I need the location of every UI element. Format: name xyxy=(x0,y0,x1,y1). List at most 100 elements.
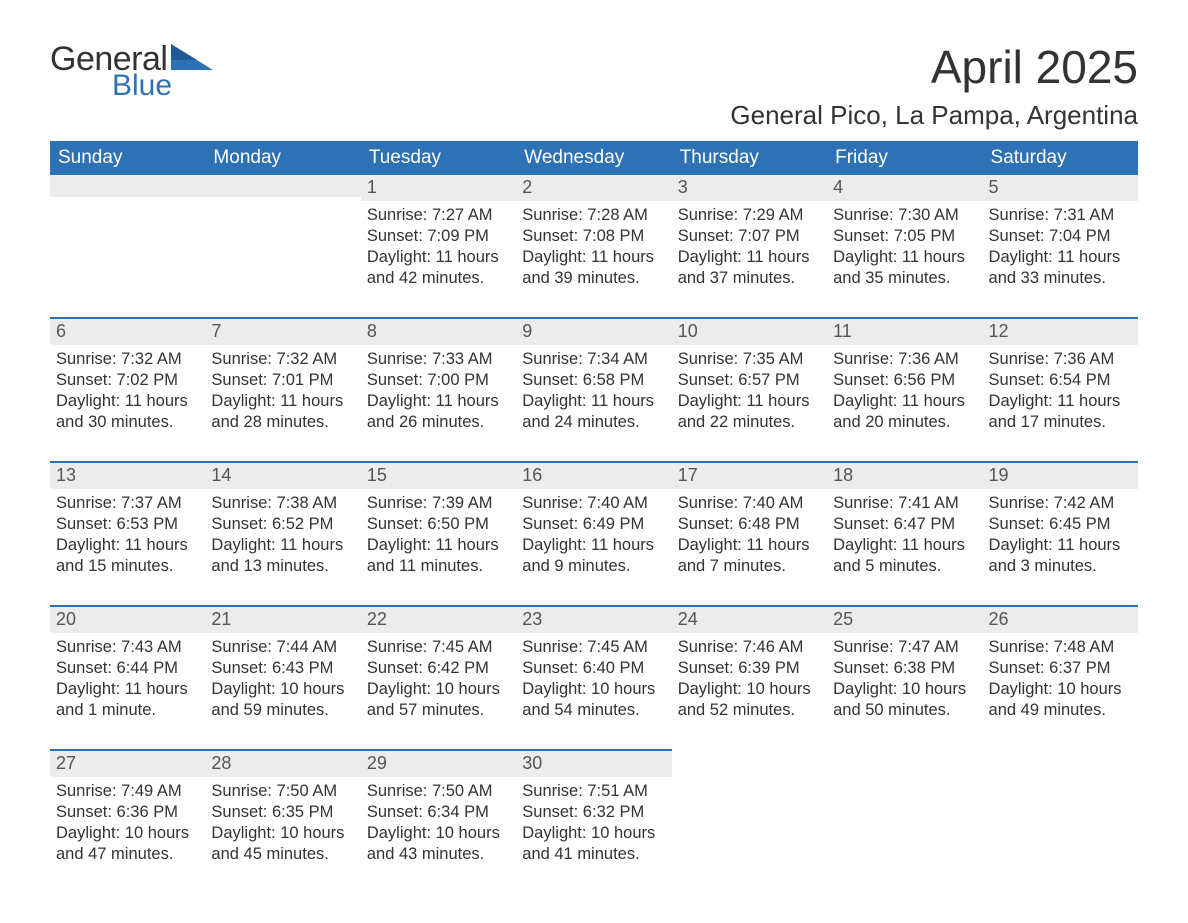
day-details: Sunrise: 7:28 AMSunset: 7:08 PMDaylight:… xyxy=(516,201,671,317)
day-number: 6 xyxy=(50,319,205,345)
calendar-day-cell: 8 Sunrise: 7:33 AMSunset: 7:00 PMDaylight… xyxy=(361,318,516,462)
day-sunset-text: Sunset: 7:01 PM xyxy=(211,370,354,391)
day-daylight1-text: Daylight: 11 hours xyxy=(522,535,665,556)
day-daylight1-text: Daylight: 11 hours xyxy=(989,391,1132,412)
calendar-day-cell: 9Sunrise: 7:34 AMSunset: 6:58 PMDaylight… xyxy=(516,318,671,462)
day-sunset-text: Sunset: 6:45 PM xyxy=(989,514,1132,535)
calendar-day-cell: 25Sunrise: 7:47 AMSunset: 6:38 PMDayligh… xyxy=(827,606,982,750)
calendar-day-cell: 29Sunrise: 7:50 AMSunset: 6:34 PMDayligh… xyxy=(361,750,516,893)
calendar-day-cell: 16Sunrise: 7:40 AMSunset: 6:49 PMDayligh… xyxy=(516,462,671,606)
day-number: 11 xyxy=(827,319,982,345)
day-number: 5 xyxy=(983,175,1138,201)
day-sunset-text: Sunset: 6:40 PM xyxy=(522,658,665,679)
day-daylight1-text: Daylight: 10 hours xyxy=(678,679,821,700)
day-sunset-text: Sunset: 6:47 PM xyxy=(833,514,976,535)
day-details xyxy=(827,772,982,872)
day-number: 19 xyxy=(983,463,1138,489)
day-sunrise-text: Sunrise: 7:48 AM xyxy=(989,637,1132,658)
day-daylight2-text: and 20 minutes. xyxy=(833,412,976,433)
day-sunrise-text: Sunrise: 7:46 AM xyxy=(678,637,821,658)
logo-word-blue: Blue xyxy=(112,69,213,103)
day-sunset-text: Sunset: 7:00 PM xyxy=(367,370,510,391)
calendar-table: Sunday Monday Tuesday Wednesday Thursday… xyxy=(50,141,1138,893)
day-sunrise-text: Sunrise: 7:30 AM xyxy=(833,205,976,226)
calendar-page: General Blue April 2025 General Pico, La… xyxy=(0,0,1188,923)
calendar-day-cell: 23Sunrise: 7:45 AMSunset: 6:40 PMDayligh… xyxy=(516,606,671,750)
day-details: Sunrise: 7:48 AMSunset: 6:37 PMDaylight:… xyxy=(983,633,1138,749)
day-sunrise-text: Sunrise: 7:40 AM xyxy=(678,493,821,514)
day-daylight1-text: Daylight: 11 hours xyxy=(367,391,510,412)
day-daylight1-text: Daylight: 10 hours xyxy=(367,679,510,700)
day-details: Sunrise: 7:47 AMSunset: 6:38 PMDaylight:… xyxy=(827,633,982,749)
day-daylight1-text: Daylight: 11 hours xyxy=(833,247,976,268)
day-number xyxy=(827,750,982,772)
calendar-day-cell: 2Sunrise: 7:28 AMSunset: 7:08 PMDaylight… xyxy=(516,175,671,318)
day-sunrise-text: Sunrise: 7:45 AM xyxy=(522,637,665,658)
day-number: 20 xyxy=(50,607,205,633)
day-sunrise-text: Sunrise: 7:36 AM xyxy=(989,349,1132,370)
calendar-day-cell: 11Sunrise: 7:36 AMSunset: 6:56 PMDayligh… xyxy=(827,318,982,462)
day-daylight1-text: Daylight: 11 hours xyxy=(522,247,665,268)
day-sunset-text: Sunset: 6:49 PM xyxy=(522,514,665,535)
day-number: 9 xyxy=(516,319,671,345)
day-daylight1-text: Daylight: 11 hours xyxy=(833,391,976,412)
day-number: 8 xyxy=(361,319,516,345)
day-details: Sunrise: 7:51 AMSunset: 6:32 PMDaylight:… xyxy=(516,777,671,893)
day-sunset-text: Sunset: 6:32 PM xyxy=(522,802,665,823)
calendar-day-cell: 18Sunrise: 7:41 AMSunset: 6:47 PMDayligh… xyxy=(827,462,982,606)
day-sunrise-text: Sunrise: 7:42 AM xyxy=(989,493,1132,514)
day-sunrise-text: Sunrise: 7:34 AM xyxy=(522,349,665,370)
day-number: 10 xyxy=(672,319,827,345)
day-details: Sunrise: 7:40 AMSunset: 6:49 PMDaylight:… xyxy=(516,489,671,605)
day-details: Sunrise: 7:27 AMSunset: 7:09 PMDaylight:… xyxy=(361,201,516,317)
day-daylight2-text: and 11 minutes. xyxy=(367,556,510,577)
calendar-day-cell xyxy=(672,750,827,893)
day-sunrise-text: Sunrise: 7:27 AM xyxy=(367,205,510,226)
day-details: Sunrise: 7:29 AMSunset: 7:07 PMDaylight:… xyxy=(672,201,827,317)
day-number: 17 xyxy=(672,463,827,489)
calendar-week-row: 20Sunrise: 7:43 AMSunset: 6:44 PMDayligh… xyxy=(50,606,1138,750)
month-title: April 2025 xyxy=(730,40,1138,94)
day-details: Sunrise: 7:36 AMSunset: 6:56 PMDaylight:… xyxy=(827,345,982,461)
day-sunset-text: Sunset: 7:08 PM xyxy=(522,226,665,247)
day-details: Sunrise: 7:38 AMSunset: 6:52 PMDaylight:… xyxy=(205,489,360,605)
day-sunset-text: Sunset: 7:02 PM xyxy=(56,370,199,391)
day-sunset-text: Sunset: 6:48 PM xyxy=(678,514,821,535)
day-daylight2-text: and 3 minutes. xyxy=(989,556,1132,577)
day-sunrise-text: Sunrise: 7:36 AM xyxy=(833,349,976,370)
day-sunrise-text: Sunrise: 7:50 AM xyxy=(367,781,510,802)
day-daylight1-text: Daylight: 11 hours xyxy=(211,535,354,556)
day-sunrise-text: Sunrise: 7:29 AM xyxy=(678,205,821,226)
day-details: Sunrise: 7:41 AMSunset: 6:47 PMDaylight:… xyxy=(827,489,982,605)
day-sunset-text: Sunset: 6:54 PM xyxy=(989,370,1132,391)
day-daylight2-text: and 54 minutes. xyxy=(522,700,665,721)
day-sunset-text: Sunset: 6:44 PM xyxy=(56,658,199,679)
day-daylight2-text: and 7 minutes. xyxy=(678,556,821,577)
day-daylight2-text: and 30 minutes. xyxy=(56,412,199,433)
day-sunrise-text: Sunrise: 7:50 AM xyxy=(211,781,354,802)
day-sunrise-text: Sunrise: 7:37 AM xyxy=(56,493,199,514)
day-number xyxy=(983,750,1138,772)
calendar-week-row: 6Sunrise: 7:32 AMSunset: 7:02 PMDaylight… xyxy=(50,318,1138,462)
day-sunrise-text: Sunrise: 7:38 AM xyxy=(211,493,354,514)
day-daylight1-text: Daylight: 10 hours xyxy=(522,679,665,700)
day-sunrise-text: Sunrise: 7:45 AM xyxy=(367,637,510,658)
calendar-day-cell: 5Sunrise: 7:31 AMSunset: 7:04 PMDaylight… xyxy=(983,175,1138,318)
day-details: Sunrise: 7:50 AMSunset: 6:34 PMDaylight:… xyxy=(361,777,516,893)
day-number: 24 xyxy=(672,607,827,633)
day-number: 25 xyxy=(827,607,982,633)
day-sunset-text: Sunset: 6:42 PM xyxy=(367,658,510,679)
calendar-day-cell: 10Sunrise: 7:35 AMSunset: 6:57 PMDayligh… xyxy=(672,318,827,462)
day-details: Sunrise: 7:44 AMSunset: 6:43 PMDaylight:… xyxy=(205,633,360,749)
day-sunset-text: Sunset: 6:35 PM xyxy=(211,802,354,823)
day-sunset-text: Sunset: 6:56 PM xyxy=(833,370,976,391)
day-daylight2-text: and 15 minutes. xyxy=(56,556,199,577)
day-sunset-text: Sunset: 7:09 PM xyxy=(367,226,510,247)
calendar-day-cell: 20Sunrise: 7:43 AMSunset: 6:44 PMDayligh… xyxy=(50,606,205,750)
calendar-week-row: 1Sunrise: 7:27 AMSunset: 7:09 PMDaylight… xyxy=(50,175,1138,318)
day-sunrise-text: Sunrise: 7:33 AM xyxy=(367,349,510,370)
day-daylight2-text: and 39 minutes. xyxy=(522,268,665,289)
calendar-day-cell: 15Sunrise: 7:39 AMSunset: 6:50 PMDayligh… xyxy=(361,462,516,606)
calendar-day-cell: 21Sunrise: 7:44 AMSunset: 6:43 PMDayligh… xyxy=(205,606,360,750)
calendar-day-cell: 17Sunrise: 7:40 AMSunset: 6:48 PMDayligh… xyxy=(672,462,827,606)
